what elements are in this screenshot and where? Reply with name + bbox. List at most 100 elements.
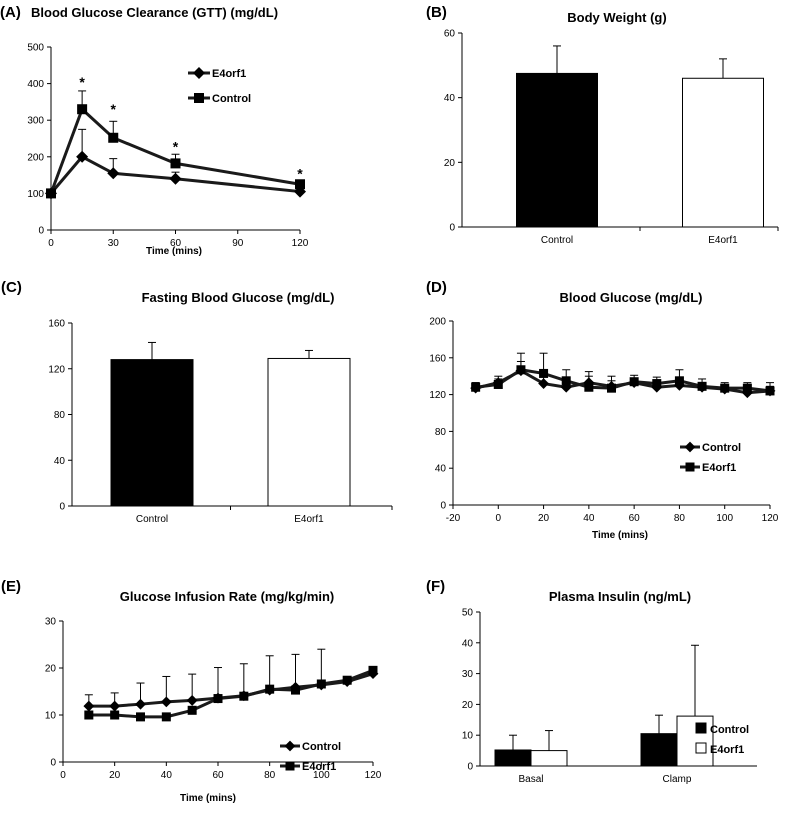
data-point [471,382,481,392]
y-tick-label: 0 [440,501,446,512]
bar [110,359,194,507]
x-tick-label: 30 [108,238,120,249]
x-tick-label: 60 [170,238,182,249]
data-point [77,104,88,115]
data-point [629,377,639,387]
x-tick-label: 40 [161,770,173,781]
y-tick-label: 10 [45,711,57,722]
data-point [316,679,326,689]
significance-mark: * [111,101,117,117]
y-tick-label: 0 [449,223,455,234]
data-point [607,383,616,393]
data-point [584,382,594,392]
series-e4orf1: E4orf1 [471,352,775,474]
y-tick-label: 20 [462,700,474,711]
chart-title: Blood Glucose (mg/dL) [560,290,703,305]
y-tick-label: 50 [462,608,474,619]
legend-swatch [695,742,707,754]
data-point [295,179,305,190]
y-tick-label: 40 [462,638,474,649]
x-tick-label: 40 [583,513,595,524]
y-tick-label: 400 [27,79,44,90]
x-tick-label: 0 [48,238,54,249]
data-point [368,665,378,675]
bar [682,77,764,228]
data-point [284,740,296,752]
data-point [765,386,775,396]
y-tick-label: 0 [50,758,56,769]
data-point [213,694,223,704]
series-line [88,672,374,708]
bar [530,750,568,767]
data-point [285,761,295,771]
legend-label: E4orf1 [710,744,744,756]
y-tick-label: 20 [444,158,456,169]
y-tick-label: 30 [45,617,57,628]
category-label: E4orf1 [708,235,738,246]
y-tick-label: 40 [435,464,447,475]
x-tick-label: 60 [629,513,641,524]
bar [267,357,351,507]
series-e4orf1: E4orf1 [84,665,378,773]
data-point [135,698,146,710]
chart-panel-c: (C) Fasting Blood Glucose (mg/dL) 0 40 80 120… [1,279,393,525]
y-tick-label: 0 [38,226,44,237]
x-axis-label: Time (mins) [146,246,202,257]
chart-title: Glucose Infusion Rate (mg/kg/min) [120,589,335,604]
data-point [83,700,95,712]
x-tick-label: 120 [292,238,309,249]
significance-mark: * [173,139,179,155]
legend-label: E4orf1 [302,761,336,773]
chart-title: Blood Glucose Clearance (GTT) (mg/dL) [31,5,278,20]
data-point [652,379,662,389]
data-point [193,67,205,79]
significance-mark: * [79,74,85,90]
data-point [291,685,300,695]
data-point [493,379,503,389]
legend-label: Control [302,741,341,753]
legend-label: E4orf1 [212,68,246,80]
chart-panel-d: (D)Blood Glucose (mg/dL)04080120160200-2… [426,279,779,541]
category-label: Control [541,235,573,246]
y-tick-label: 0 [467,762,473,773]
chart-panel-e: (E) Glucose Infusion Rate (mg/kg/min) 0 10 2… [1,578,382,804]
panel-letter: (F) [426,578,445,595]
significance-mark: * [297,165,303,181]
data-point [685,462,695,472]
y-tick-label: 300 [27,116,44,127]
data-point [136,712,145,722]
chart-title: Fasting Blood Glucose (mg/dL) [142,290,335,305]
category-label: Clamp [663,774,692,785]
x-tick-label: 0 [60,770,66,781]
data-point [161,712,171,722]
series-control: Control [470,360,776,454]
x-axis-label: Time (mins) [592,530,648,541]
panel-letter: (C) [1,279,22,296]
x-tick-label: 80 [674,513,686,524]
category-label: E4orf1 [294,514,324,525]
y-tick-label: 60 [444,29,456,40]
data-point [561,376,571,386]
data-point [538,378,549,389]
data-point [160,696,172,708]
x-tick-label: 120 [365,770,382,781]
y-tick-label: 40 [54,456,66,467]
y-tick-label: 120 [48,364,65,375]
x-tick-label: 0 [496,513,502,524]
y-tick-label: 20 [45,664,57,675]
y-tick-label: 200 [429,317,446,328]
y-tick-label: 80 [54,410,66,421]
y-tick-label: 160 [48,319,65,330]
chart-title: Body Weight (g) [567,10,666,25]
y-tick-label: 0 [59,502,65,513]
series-control: Control [46,90,305,199]
data-point [109,700,121,712]
data-point [76,150,89,163]
y-tick-label: 10 [462,731,474,742]
series-control: Control [83,648,379,753]
x-tick-label: 60 [212,770,224,781]
data-point [265,684,275,694]
x-tick-label: 20 [538,513,550,524]
chart-panel-f: (F) Plasma Insulin (ng/mL) 0 10 20 30 40 50 Basa… [426,578,757,785]
